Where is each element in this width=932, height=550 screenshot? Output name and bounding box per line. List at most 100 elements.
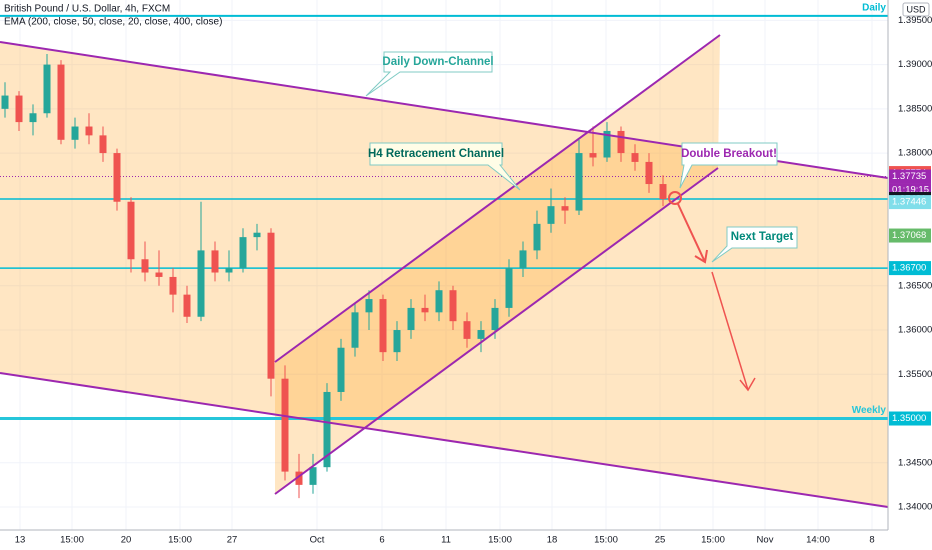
y-tick-label: 1.36500 — [898, 280, 932, 291]
price-badge — [889, 195, 931, 210]
annotation: H4 Retracement Channel — [368, 148, 504, 160]
x-tick-label: 13 — [15, 535, 26, 546]
price-badge-label: 1.35000 — [892, 413, 926, 424]
y-tick-label: 1.34000 — [898, 502, 932, 513]
candle-body — [183, 294, 191, 317]
x-tick-label: 15:00 — [488, 535, 512, 546]
candle-body — [15, 95, 23, 123]
annotation: Next Target — [731, 231, 794, 243]
candle-body — [239, 237, 247, 269]
callout — [369, 142, 521, 191]
x-tick-label: Oct — [310, 535, 325, 546]
price-badge — [889, 169, 931, 184]
candle-body — [631, 153, 639, 162]
up-channel-upper — [274, 34, 721, 363]
candle-body — [267, 232, 275, 379]
candle-body — [435, 290, 443, 313]
target-arrow-head — [694, 249, 708, 264]
target-arrow-2 — [711, 271, 749, 391]
level-label: Weekly — [852, 405, 887, 416]
price-badge — [889, 261, 931, 276]
candle-body — [127, 201, 135, 260]
candle-body — [547, 206, 555, 224]
x-tick-label: 14:00 — [806, 535, 830, 546]
x-tick-label: 11 — [441, 535, 451, 546]
x-tick-label: 18 — [547, 535, 558, 546]
x-tick-label: 20 — [121, 535, 132, 546]
candle-body — [365, 299, 373, 313]
currency-badge — [902, 2, 930, 17]
candle-body — [659, 184, 667, 200]
candle-body — [197, 250, 205, 317]
candle-body — [561, 206, 569, 211]
annotation: Daily Down-Channel — [382, 56, 493, 68]
candle-body — [505, 268, 513, 308]
candle-body — [29, 113, 37, 123]
axis-labels: 1.39500 1.39000 1.38500 1.38000 1.36500 1.360… — [15, 15, 932, 546]
candle-body — [155, 272, 163, 277]
candle-body — [393, 330, 401, 353]
price-badge — [889, 411, 931, 426]
target-arrow — [677, 203, 706, 263]
candle-body — [141, 259, 149, 273]
x-tick-label: Nov — [757, 535, 774, 546]
candle-body — [85, 126, 93, 136]
candle-body — [379, 299, 387, 353]
callout — [679, 142, 778, 189]
callout — [711, 226, 798, 263]
price-badge-label: 1.37068 — [892, 230, 926, 241]
candle-body — [99, 135, 107, 154]
target-arrow-2-head — [739, 377, 756, 392]
candle-body — [407, 307, 415, 331]
callout — [365, 51, 493, 97]
candle-body — [477, 330, 485, 339]
price-badge — [889, 228, 931, 243]
y-tick-label: 1.34500 — [898, 457, 932, 468]
candle-body — [463, 321, 471, 339]
price-badge-label: 1.37735 — [892, 171, 926, 182]
chart-subtitle: EMA (200, close, 50, close, 20, close, 4… — [4, 17, 222, 28]
candle-body — [211, 250, 219, 273]
x-tick-label: 15:00 — [60, 535, 84, 546]
candle-body — [575, 153, 583, 211]
candle-body — [1, 95, 9, 109]
y-tick-label: 1.39500 — [898, 15, 932, 26]
x-tick-label: 8 — [869, 535, 874, 546]
candle-body — [295, 471, 303, 485]
candle-body — [113, 153, 121, 202]
y-tick-label: 1.38500 — [898, 103, 932, 114]
down-channel-lower — [0, 372, 889, 508]
candle-body — [281, 378, 289, 472]
candle-body — [491, 307, 499, 331]
candle-body — [253, 232, 261, 238]
candle-body — [617, 130, 625, 154]
candle-body — [603, 130, 611, 158]
x-tick-label: 15:00 — [168, 535, 192, 546]
y-tick-label: 1.36000 — [898, 325, 932, 336]
candle-body — [589, 153, 597, 158]
candle-body — [225, 268, 233, 273]
x-tick-label: 25 — [655, 535, 666, 546]
candle-body — [309, 467, 317, 485]
candle-body — [71, 126, 79, 140]
candle-body — [169, 276, 177, 295]
x-tick-label: 15:00 — [594, 535, 618, 546]
x-tick-label: 15:00 — [701, 535, 725, 546]
currency: USD — [906, 4, 926, 14]
y-tick-label: 1.35500 — [898, 369, 932, 380]
candle-body — [43, 64, 51, 114]
countdown: 01:19:15 — [892, 185, 929, 196]
candle-body — [449, 290, 457, 322]
x-tick-label: 27 — [227, 535, 238, 546]
candle-body — [533, 223, 541, 251]
candle-body — [421, 307, 429, 313]
y-tick-label: 1.39000 — [898, 59, 932, 70]
candle-body — [645, 161, 653, 185]
chart-title: British Pound / U.S. Dollar, 4h, FXCM — [4, 4, 170, 15]
down-channel-fill — [0, 42, 888, 507]
up-channel-lower — [274, 167, 719, 495]
candle-body — [519, 250, 527, 269]
annotation: Double Breakout! — [681, 148, 777, 160]
